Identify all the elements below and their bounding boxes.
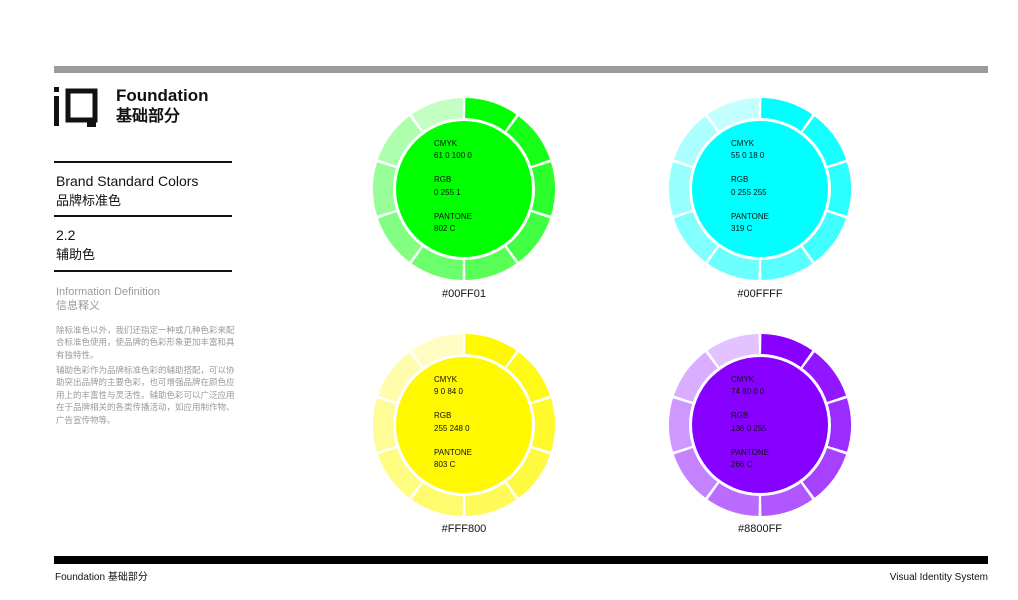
rgb-label: RGB [731,411,749,421]
pantone-label: PANTONE [434,447,472,457]
cmyk-label: CMYK [434,139,458,148]
color-spec: CMYK 61 0 100 0 RGB 0 255 1 PANTONE 802 … [434,138,472,235]
info-title-cn: 信息释义 [56,300,100,312]
brand-subtitle: 基础部分 [116,108,181,125]
rgb-value: 0 255 1 [434,187,461,197]
section-divider [54,215,232,217]
section-name-cn: 辅助色 [56,247,96,262]
rgb-value: 0 255 255 [731,187,767,197]
rgb-value: 136 0 255 [731,423,767,433]
wheel-segment [377,352,427,405]
pantone-value: 266 C [731,460,753,470]
cmyk-value: 74 80 0 0 [731,387,765,397]
cmyk-value: 9 0 84 0 [434,387,463,397]
wheel-segment [673,352,723,405]
wheel-core-swatch [692,357,828,493]
pantone-value: 319 C [731,224,753,234]
cmyk-label: CMYK [731,375,755,384]
cmyk-value: 61 0 100 0 [434,151,472,161]
wheel-segment [377,116,427,169]
color-spec: CMYK 9 0 84 0 RGB 255 248 0 PANTONE 803 … [434,374,472,471]
wheel-segment [501,209,551,262]
rgb-value: 255 248 0 [434,423,470,433]
section-title-cn: 品牌标准色 [56,193,122,208]
wheel-core-swatch [692,121,828,257]
hex-label: #00FF01 [441,288,487,300]
color-wheel-green [373,98,555,280]
pantone-label: PANTONE [434,211,472,221]
section-divider [54,161,232,163]
cmyk-label: CMYK [731,139,755,148]
cmyk-label: CMYK [434,375,458,384]
brand-logo: iQ [54,87,98,127]
cmyk-value: 55 0 18 0 [731,151,765,161]
color-wheel-yellow [373,334,555,516]
hex-label: #FFF800 [441,523,487,535]
hex-label: #00FFFF [737,288,783,300]
info-paragraph: 辅助色彩作为品牌标准色彩的辅助搭配，可以协助突出品牌的主要色彩，也可增强品牌在颜… [56,365,235,425]
wheel-segment [377,445,427,498]
section-title-en: Brand Standard Colors [56,173,199,189]
color-spec: CMYK 74 80 0 0 RGB 136 0 255 PANTONE 266… [731,374,769,471]
color-wheel-purple [669,334,851,516]
footer-left-label: Foundation 基础部分 [55,572,148,583]
bottom-divider-bar [54,556,988,564]
wheel-segment [797,116,847,169]
wheel-segment [673,209,723,262]
section-number: 2.2 [56,227,76,243]
wheel-segment [797,445,847,498]
pantone-label: PANTONE [731,211,769,221]
wheel-core-swatch [396,357,532,493]
wheel-segment [501,116,551,169]
color-spec: CMYK 55 0 18 0 RGB 0 255 255 PANTONE 319… [731,138,769,235]
hex-label: #8800FF [737,523,783,535]
pantone-value: 802 C [434,224,456,234]
rgb-label: RGB [434,411,452,421]
wheel-segment [673,445,723,498]
info-paragraph: 除标准色以外，我们还指定一种或几种色彩来配合标准色使用，使品牌的色彩形象更加丰富… [56,325,235,360]
info-title-en: Information Definition [56,286,160,298]
footer-right-label: Visual Identity System [889,572,988,583]
section-divider [54,270,232,272]
wheel-segment [673,116,723,169]
wheel-core-swatch [396,121,532,257]
rgb-label: RGB [434,175,452,185]
wheel-segment [377,209,427,262]
top-divider-bar [54,66,988,73]
color-wheel-cyan [669,98,851,280]
wheel-segment [501,445,551,498]
pantone-label: PANTONE [731,447,769,457]
wheel-segment [797,352,847,405]
wheel-segment [797,209,847,262]
rgb-label: RGB [731,175,749,185]
wheel-segment [501,352,551,405]
brand-title: Foundation [116,86,209,105]
pantone-value: 803 C [434,460,456,470]
